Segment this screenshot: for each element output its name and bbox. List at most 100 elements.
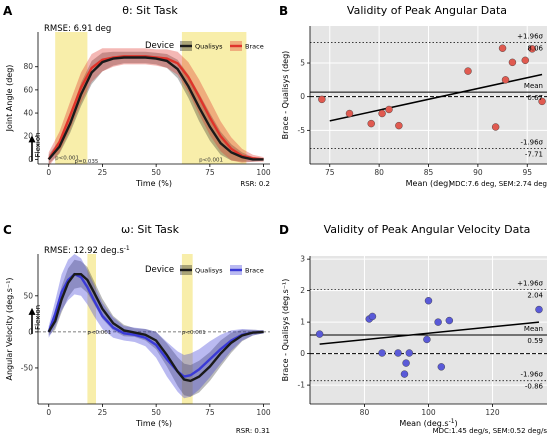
pd-x-axis-title-superscript: -1 [449, 418, 455, 425]
pa-flexion-label: Flexion [34, 132, 42, 157]
pa-legend-label-brace: Brace [245, 43, 264, 51]
panel-b: B Validity of Peak Angular Data +1.96σ 8.… [279, 4, 547, 188]
pc-x-axis-title: Time (%) [135, 419, 172, 428]
pa-y-tick-label: 60 [23, 85, 33, 94]
panel-b-footer: MDC:7.6 deg, SEM:2.74 deg [449, 180, 547, 188]
pa-x-axis-title: Time (%) [135, 179, 172, 188]
pd-y-axis-title: Brace - Qualisys (deg.s⁻¹) [281, 279, 290, 382]
pd-mean-value: 0.59 [527, 337, 543, 345]
panel-b-plot: +1.96σ 8.06 Mean 0.67 -1.96σ -7.71 75 80 85 90 95 -… [281, 26, 547, 188]
pb-x-tick-label: 90 [473, 168, 483, 177]
pc-rmse-unit-superscript: -1 [124, 245, 130, 252]
pc-p-value-label: p<0.001 [87, 330, 111, 336]
pc-qualisys-sd-band [48, 259, 264, 397]
pb-lower-loa-value: -7.71 [525, 151, 543, 159]
pb-x-axis-title: Mean (deg) [406, 179, 452, 188]
pd-mean-label: Mean [524, 325, 543, 333]
panel-d-footer: MDC:1.45 deg/s, SEM:0.52 deg/s [433, 427, 548, 435]
pb-y-tick-label: 0 [300, 92, 305, 101]
pc-rmse-annotation: RMSE: 12.92 deg.s-1 [44, 245, 130, 257]
pb-data-point [395, 121, 403, 130]
pc-x-tick-label: 100 [256, 408, 271, 417]
pb-data-point [528, 45, 536, 53]
pd-x-tick-label: 120 [485, 408, 500, 417]
pa-y-tick-label: 40 [23, 109, 33, 118]
pb-data-point [367, 119, 375, 128]
pc-y-tick-label: 50 [23, 291, 33, 300]
pd-regression-line [319, 321, 540, 345]
pb-y-tick-label: 5 [300, 59, 305, 68]
pd-data-point [437, 363, 446, 371]
pb-upper-loa-value: 8.06 [527, 44, 543, 52]
pb-data-point [491, 123, 500, 131]
pa-p-value-label: p<0.001 [199, 158, 223, 164]
pc-p-value-label: p<0.001 [182, 330, 206, 336]
pa-x-tick-label: 0 [46, 168, 51, 177]
pd-x-axis-title: Mean (deg.s-1) [399, 418, 457, 429]
pb-lower-loa-label: -1.96σ [520, 139, 543, 147]
pb-data-point [521, 56, 529, 65]
pd-data-point [423, 335, 431, 344]
pc-y-tick-label: 0 [28, 327, 33, 336]
pd-y-tick-label: 3 [300, 255, 305, 264]
pd-data-point [394, 349, 402, 357]
pc-flexion-arrow-head [28, 307, 36, 315]
pd-x-tick-label: 100 [421, 408, 436, 417]
pb-x-tick-label: 85 [424, 168, 434, 177]
pb-data-point [318, 95, 326, 104]
pd-upper-loa-label: +1.96σ [517, 279, 543, 287]
pc-legend-label-brace: Brace [245, 267, 264, 275]
pd-y-tick-label: 0 [300, 349, 305, 358]
pd-data-point [402, 359, 410, 367]
pb-x-tick-label: 80 [374, 168, 384, 177]
panel-d-plot: +1.96σ 2.04 Mean 0.59 -1.96σ -0.86 80 100 120 -1 0… [281, 255, 547, 428]
pb-mean-value: 0.67 [527, 94, 543, 102]
pb-data-point [378, 109, 386, 118]
panel-d-title: Validity of Peak Angular Velocity Data [324, 223, 531, 236]
pa-significance-region [181, 32, 247, 164]
panel-c: C ω: Sit Task p<0.001 p<0.001 0 25 50 75 100 -5… [3, 223, 271, 435]
pa-qualisys-sd-band [48, 51, 264, 165]
pa-flexion-arrow-head [28, 135, 36, 143]
pb-data-point [345, 109, 354, 118]
pd-y-tick-label: 2 [300, 286, 305, 295]
pa-x-tick-label: 100 [256, 168, 271, 177]
pa-x-tick-label: 75 [205, 168, 215, 177]
pd-data-point [378, 349, 386, 357]
panel-a-footer: RSR: 0.2 [240, 180, 270, 188]
pd-data-point [315, 330, 324, 338]
pc-significance-region [87, 254, 96, 404]
pa-rmse-annotation: RMSE: 6.91 deg [44, 24, 111, 34]
pa-x-tick-label: 25 [98, 168, 108, 177]
pb-data-point [385, 105, 393, 114]
pa-p-value-label: p<0.001 [55, 155, 79, 161]
pd-x-tick-label: 80 [360, 408, 370, 417]
pd-data-point [445, 316, 454, 325]
panel-c-footer: RSR: 0.31 [236, 427, 270, 435]
pd-y-tick-label: -1 [298, 381, 306, 390]
pb-data-point [498, 44, 507, 52]
pd-data-point [424, 297, 433, 305]
pc-brace-sd-band [48, 254, 264, 399]
pd-x-axis-title-end: ) [455, 419, 458, 428]
panel-b-title: Validity of Peak Angular Data [347, 4, 507, 17]
pa-y-tick-label: 0 [28, 155, 33, 164]
pb-data-point [464, 67, 472, 75]
panel-a-label: A [3, 4, 13, 18]
pa-y-axis-title: Joint Angle (deg) [5, 65, 14, 133]
pa-x-tick-label: 50 [151, 168, 161, 177]
pb-x-tick-label: 95 [522, 168, 532, 177]
pc-x-tick-label: 25 [98, 408, 108, 417]
panel-a-title: θ: Sit Task [122, 4, 178, 17]
pc-legend-label-qualisys: Qualisys [195, 267, 223, 275]
pa-p-value-label: p=0.035 [75, 159, 99, 165]
pb-upper-loa-label: +1.96σ [517, 32, 543, 40]
pb-x-tick-label: 75 [325, 168, 335, 177]
panel-d: D Validity of Peak Angular Velocity Data… [279, 223, 547, 435]
pd-lower-loa-value: -0.86 [525, 383, 544, 391]
panel-b-label: B [279, 4, 288, 18]
panel-c-label: C [3, 223, 12, 237]
